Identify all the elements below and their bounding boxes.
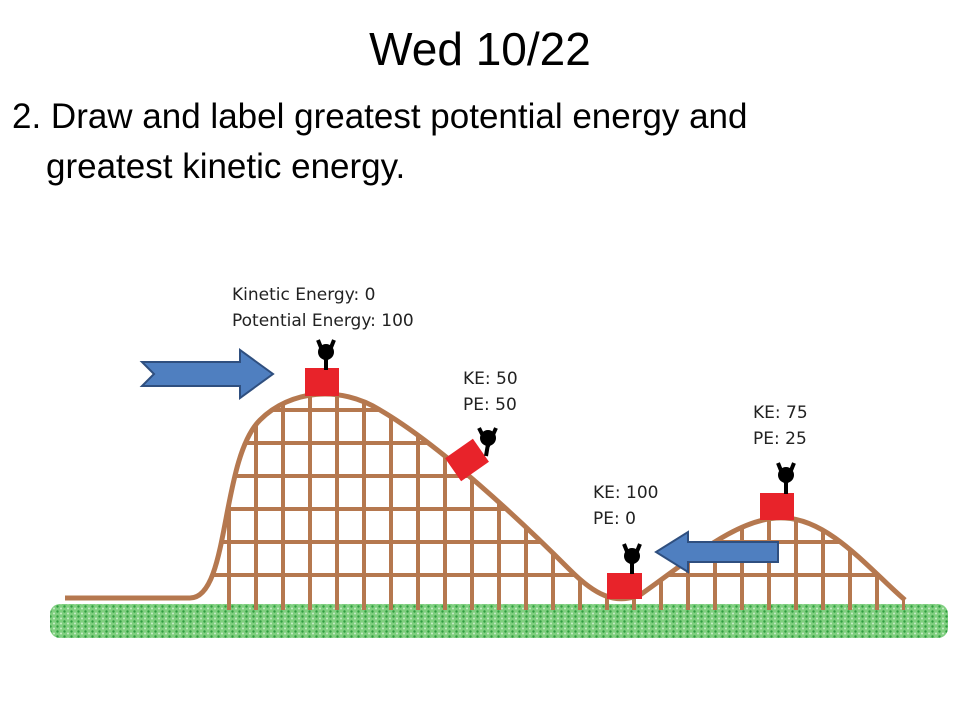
slide-title: Wed 10/22: [369, 23, 591, 75]
cart: [445, 438, 489, 482]
energy-label: KE: 50: [463, 369, 518, 389]
body-line: greatest kinetic energy.: [46, 147, 406, 186]
cart: [607, 543, 642, 599]
energy-label: KE: 75: [753, 403, 808, 423]
energy-label: Potential Energy: 100: [232, 311, 414, 331]
body-line: 2. Draw and label greatest potential ene…: [12, 97, 748, 136]
cart: [305, 339, 339, 396]
energy-label: PE: 25: [753, 429, 807, 449]
energy-label: Kinetic Energy: 0: [232, 285, 375, 305]
energy-label: KE: 100: [593, 483, 658, 503]
arrow: [139, 348, 275, 400]
slide-body: 2. Draw and label greatest potential ene…: [12, 92, 747, 192]
grass: [50, 604, 948, 638]
cart: [760, 462, 796, 520]
arrow: [654, 530, 779, 574]
energy-label: PE: 0: [593, 509, 636, 529]
rider: [477, 427, 498, 457]
energy-label: PE: 50: [463, 395, 517, 415]
